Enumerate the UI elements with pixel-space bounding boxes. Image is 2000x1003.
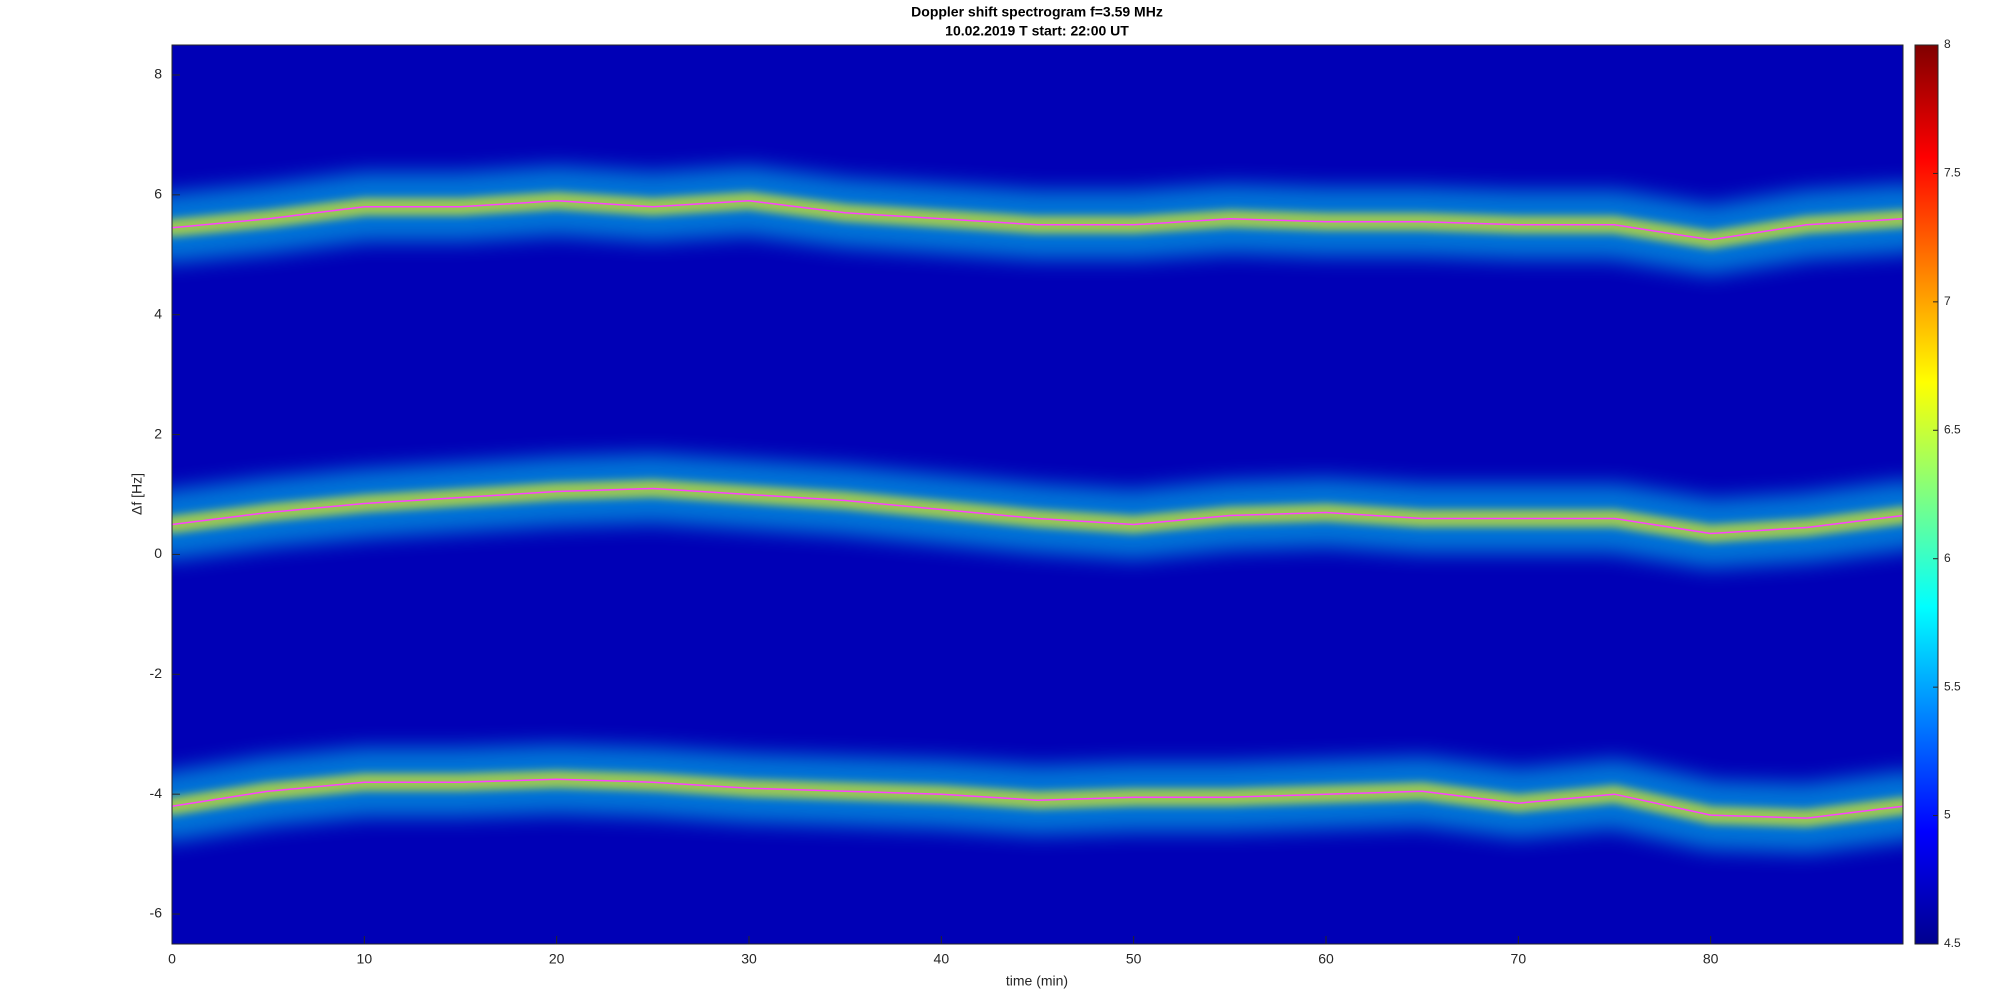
colorbar-tick-label: 6.5 bbox=[1944, 422, 1961, 436]
x-tick-label: 70 bbox=[1511, 951, 1527, 967]
x-tick-label: 60 bbox=[1318, 951, 1334, 967]
y-tick-label: -2 bbox=[150, 665, 163, 681]
colorbar bbox=[1914, 44, 1939, 945]
colorbar-tick-label: 4.5 bbox=[1944, 936, 1961, 950]
y-tick-label: -6 bbox=[150, 905, 163, 921]
y-tick-label: 6 bbox=[154, 186, 162, 202]
doppler-trace bbox=[172, 487, 1903, 535]
y-axis-label: Δf [Hz] bbox=[129, 473, 145, 515]
y-tick-label: -4 bbox=[150, 785, 163, 801]
doppler-trace bbox=[172, 778, 1903, 819]
axes-box bbox=[171, 44, 1904, 945]
y-tick-label: 2 bbox=[154, 425, 162, 441]
y-tick-label: 4 bbox=[154, 305, 162, 321]
chart-title: Doppler shift spectrogram f=3.59 MHz bbox=[911, 4, 1163, 20]
x-tick-label: 10 bbox=[357, 951, 373, 967]
x-tick-label: 50 bbox=[1126, 951, 1142, 967]
x-tick-label: 80 bbox=[1703, 951, 1719, 967]
colorbar-tick-label: 6 bbox=[1944, 551, 1951, 565]
axes: 0 10 20 30 40 50 60 70 80 -6 -4 -2 0 2 4 6 8 4.5 5 5.5 6 6.5 7… bbox=[150, 37, 1961, 967]
y-tick-label: 0 bbox=[154, 545, 162, 561]
x-tick-label: 40 bbox=[934, 951, 950, 967]
x-tick-label: 30 bbox=[741, 951, 757, 967]
colorbar-tick-label: 8 bbox=[1944, 37, 1951, 51]
x-axis-label: time (min) bbox=[1006, 973, 1068, 989]
colorbar-tick-label: 7.5 bbox=[1944, 166, 1961, 180]
chart-subtitle: 10.02.2019 T start: 22:00 UT bbox=[945, 23, 1129, 39]
x-tick-label: 20 bbox=[549, 951, 565, 967]
colorbar-tick-label: 5.5 bbox=[1944, 679, 1961, 693]
plot-area bbox=[172, 45, 1903, 944]
x-tick-label: 0 bbox=[168, 951, 176, 967]
colorbar-tick-label: 7 bbox=[1944, 294, 1951, 308]
colorbar-tick-label: 5 bbox=[1944, 808, 1951, 822]
y-tick-label: 8 bbox=[154, 66, 162, 82]
doppler-trace bbox=[172, 200, 1903, 241]
